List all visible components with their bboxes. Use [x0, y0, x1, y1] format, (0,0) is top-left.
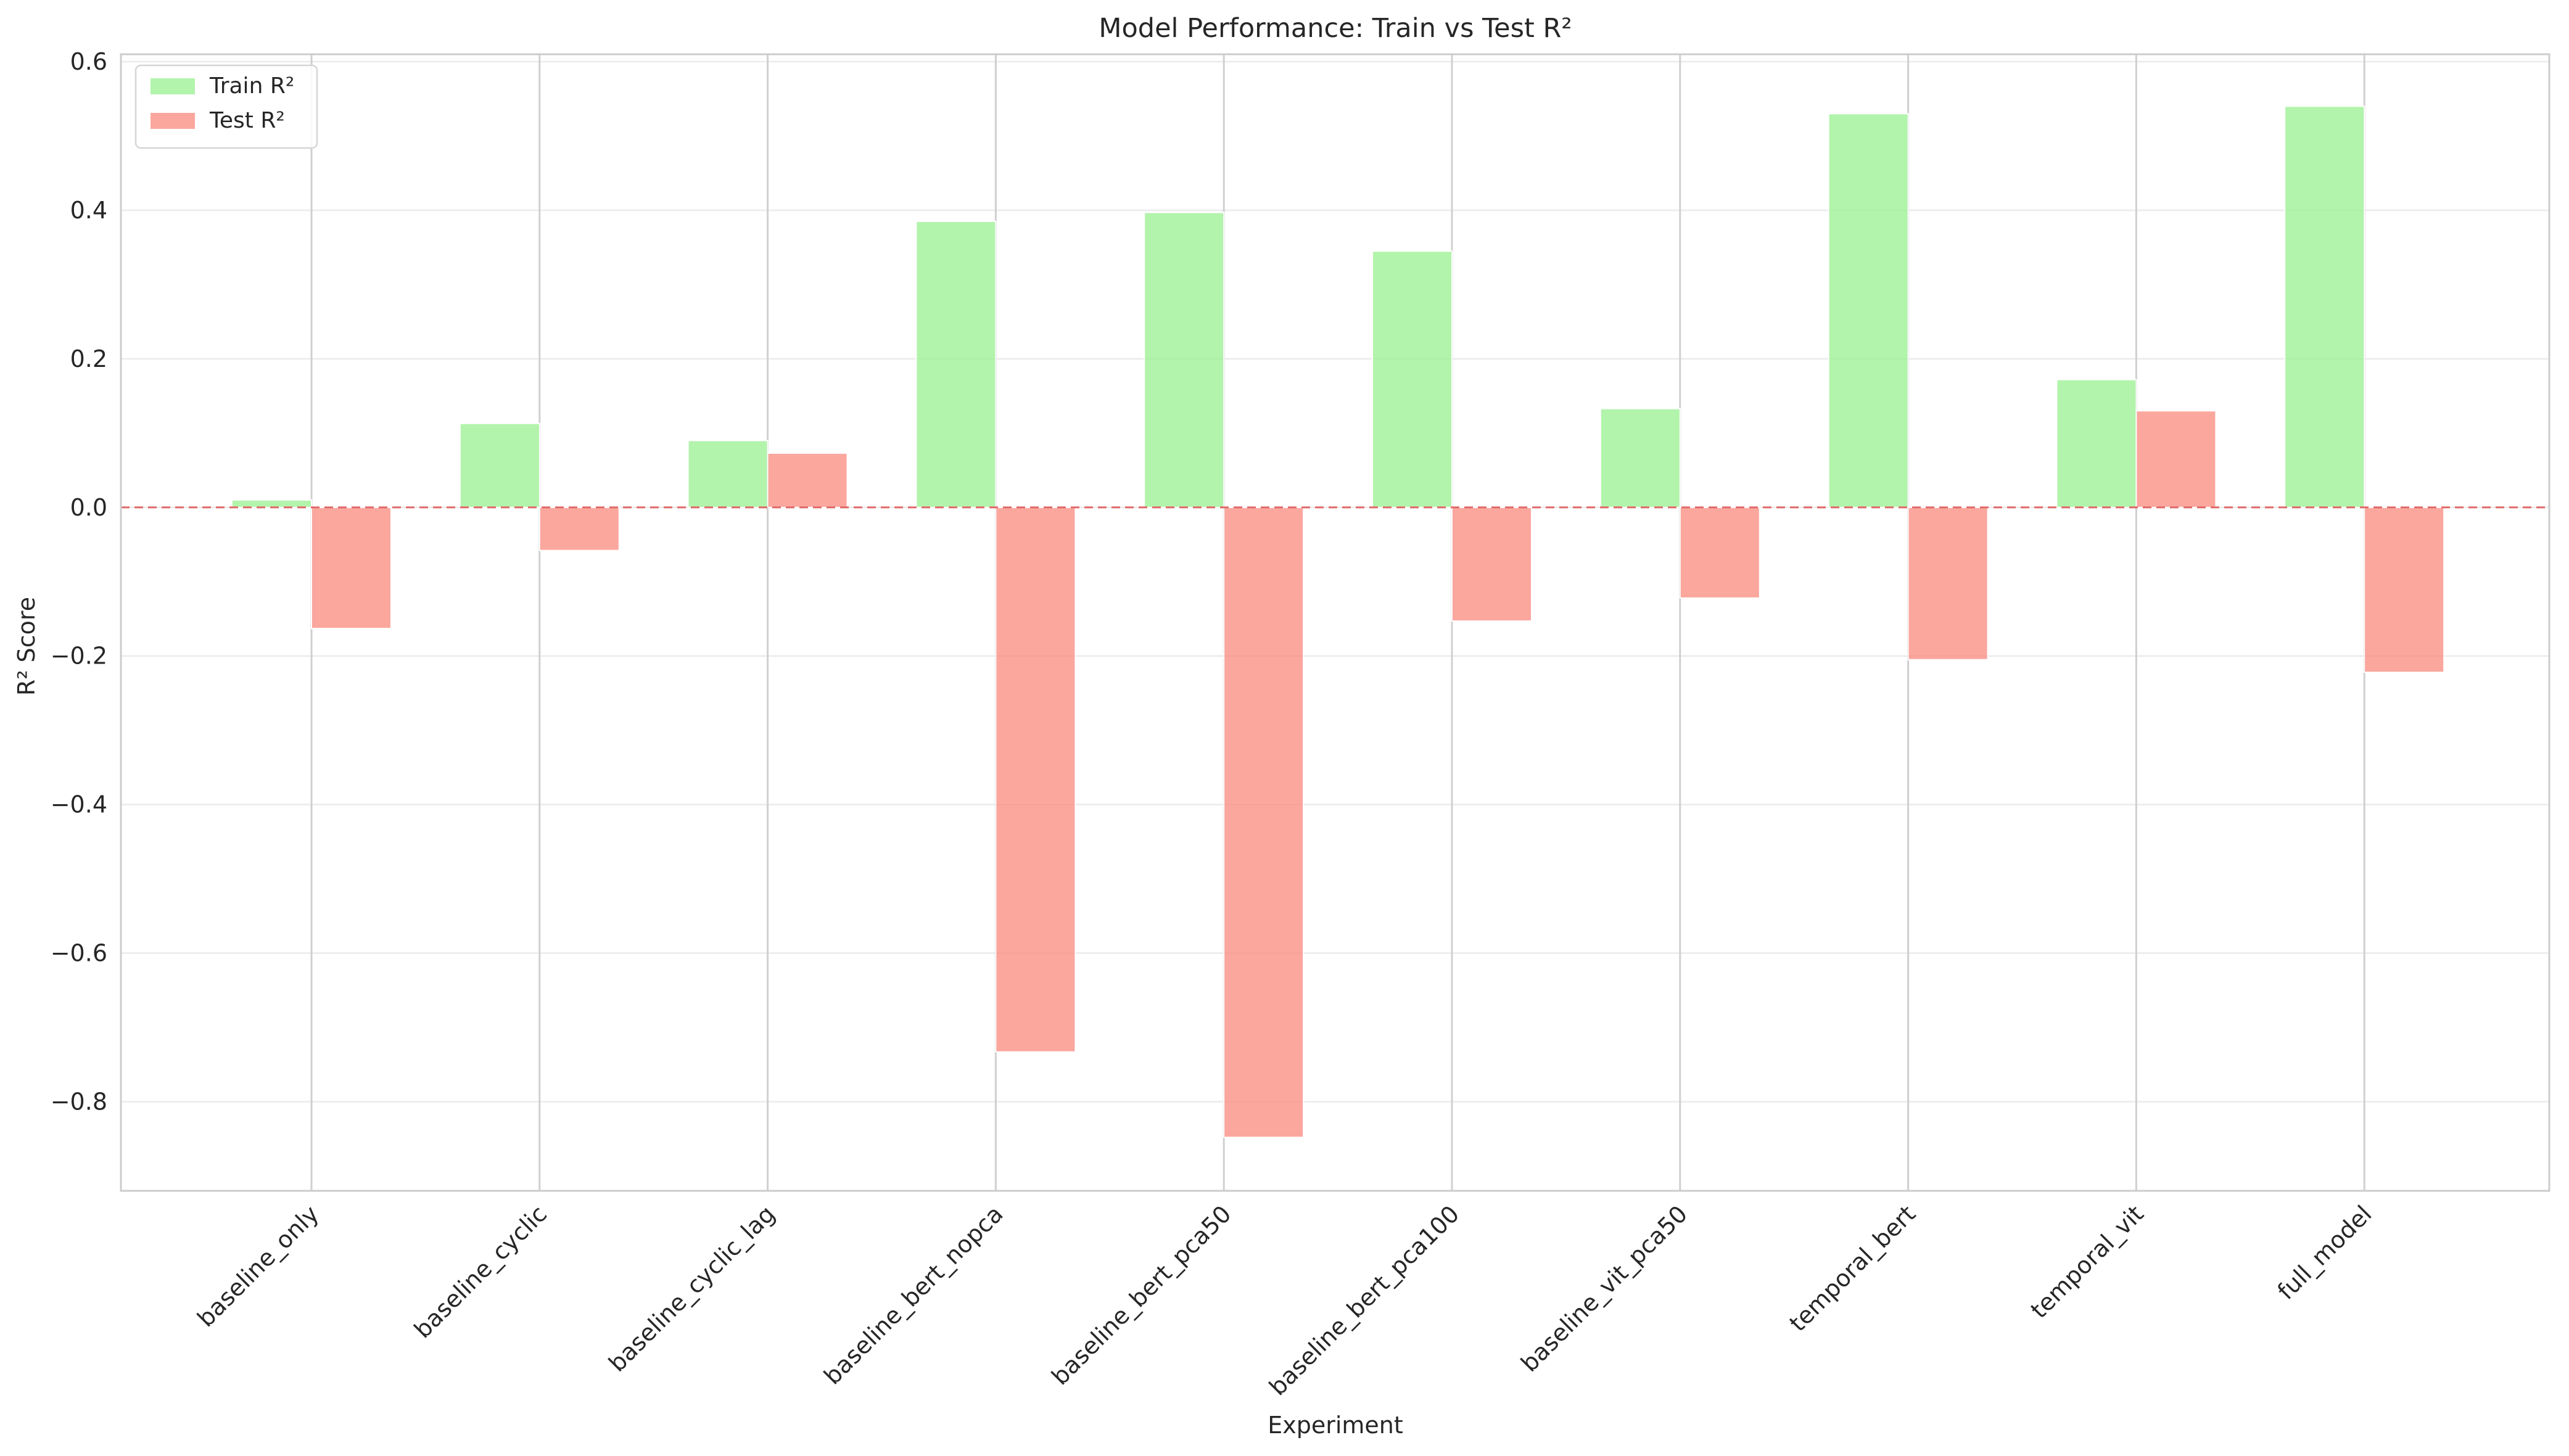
x-tick-label: temporal_bert [1784, 1200, 1921, 1336]
x-tick-label: baseline_cyclic_lag [603, 1200, 780, 1377]
test-bar-baseline_bert_nopca [995, 506, 1076, 1053]
test-bar-baseline_bert_pca100 [1451, 506, 1532, 622]
y-tick-label: −0.8 [51, 1088, 107, 1115]
train-bar-temporal_vit [2056, 379, 2137, 508]
legend-swatch [151, 113, 195, 129]
x-tick-label: baseline_bert_pca100 [1264, 1200, 1464, 1400]
y-tick-label: 0.4 [70, 197, 107, 224]
train-bar-baseline_only [231, 499, 312, 508]
train-bar-full_model [2284, 105, 2365, 508]
plot-frame [120, 53, 2550, 1192]
x-tick-label: baseline_vit_pca50 [1515, 1200, 1693, 1377]
x-tick-label: full_model [2272, 1200, 2377, 1305]
train-bar-baseline_cyclic [459, 422, 540, 508]
axes-frame [120, 53, 2550, 1192]
train-bar-baseline_vit_pca50 [1599, 408, 1681, 508]
x-tick-label: baseline_only [192, 1200, 324, 1332]
test-bar-baseline_bert_pca50 [1223, 506, 1305, 1138]
x-tick-label: baseline_cyclic [409, 1200, 552, 1343]
train-bar-baseline_bert_pca100 [1372, 250, 1453, 508]
legend-swatch [151, 78, 195, 94]
train-bar-temporal_bert [1828, 113, 1909, 508]
test-bar-baseline_cyclic [538, 506, 620, 551]
x-tick-label: baseline_bert_pca50 [1046, 1200, 1236, 1390]
test-bar-baseline_cyclic_lag [767, 452, 848, 508]
y-tick-label: 0.0 [70, 494, 107, 521]
legend: Train R² Test R² [134, 64, 318, 149]
x-tick-label: baseline_bert_nopca [819, 1200, 1008, 1389]
legend-label: Test R² [209, 108, 285, 133]
y-tick-labels: 0.6 0.4 0.2 0.0 −0.2 −0.4 −0.6 −0.8 [51, 48, 107, 1115]
y-tick-label: −0.4 [51, 791, 107, 818]
test-bar-baseline_vit_pca50 [1679, 506, 1760, 599]
test-bar-baseline_only [311, 506, 392, 630]
test-bar-temporal_vit [2135, 410, 2217, 508]
bars [231, 105, 2445, 1138]
legend-label: Train R² [209, 73, 294, 99]
test-bar-temporal_bert [1907, 506, 1989, 660]
x-tick-label: temporal_vit [2026, 1200, 2149, 1323]
y-tick-label: 0.2 [70, 345, 107, 372]
train-bar-baseline_cyclic_lag [687, 440, 769, 508]
y-axis-label: R² Score [13, 597, 40, 696]
y-tick-label: −0.6 [51, 940, 107, 967]
y-tick-label: −0.2 [51, 643, 107, 670]
x-tick-labels: baseline_only baseline_cyclic baseline_cyc… [192, 1200, 2377, 1400]
chart-title: Model Performance: Train vs Test R² [1099, 13, 1572, 44]
train-bar-baseline_bert_nopca [915, 221, 997, 508]
grid-lines [121, 54, 2549, 1191]
train-bar-baseline_bert_pca50 [1144, 212, 1225, 508]
test-bar-full_model [2364, 506, 2445, 673]
y-tick-label: 0.6 [70, 48, 107, 75]
x-axis-label: Experiment [1268, 1412, 1403, 1439]
